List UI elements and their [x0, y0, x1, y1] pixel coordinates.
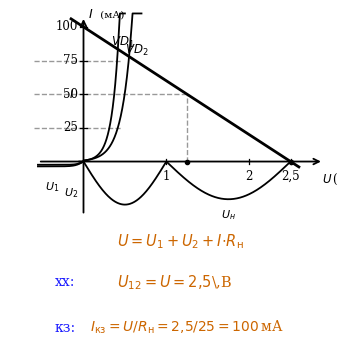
Text: 100: 100: [55, 20, 78, 33]
Text: $I$: $I$: [89, 8, 94, 21]
Text: $VD_2$: $VD_2$: [125, 43, 148, 58]
Text: $U$ (В): $U$ (В): [322, 172, 338, 187]
Text: 25: 25: [63, 121, 78, 134]
Text: $U_2$: $U_2$: [64, 186, 78, 200]
Text: $I_{\text{кз}} = U/R_{\text{н}} = 2{,}5/25 = 100\,$мА: $I_{\text{кз}} = U/R_{\text{н}} = 2{,}5/…: [90, 319, 284, 336]
Text: 50: 50: [63, 88, 78, 101]
Text: хх:: хх:: [54, 275, 75, 289]
Text: $U_1$: $U_1$: [45, 180, 59, 194]
Text: $U_{12} = U = 2{,}5$\,В: $U_{12} = U = 2{,}5$\,В: [117, 273, 233, 292]
Text: 2,5: 2,5: [281, 169, 300, 183]
Text: кз:: кз:: [54, 321, 75, 335]
Text: $I$: $I$: [69, 88, 74, 101]
Text: 1: 1: [163, 169, 170, 183]
Text: (мА): (мА): [98, 10, 124, 19]
Text: $U_н$: $U_н$: [221, 209, 236, 223]
Text: $VD_1$: $VD_1$: [111, 35, 135, 50]
Text: 75: 75: [63, 54, 78, 67]
Text: 2: 2: [245, 169, 253, 183]
Text: $U = U_1 + U_2 + I{\cdot}R_{\text{н}}$: $U = U_1 + U_2 + I{\cdot}R_{\text{н}}$: [117, 233, 244, 252]
